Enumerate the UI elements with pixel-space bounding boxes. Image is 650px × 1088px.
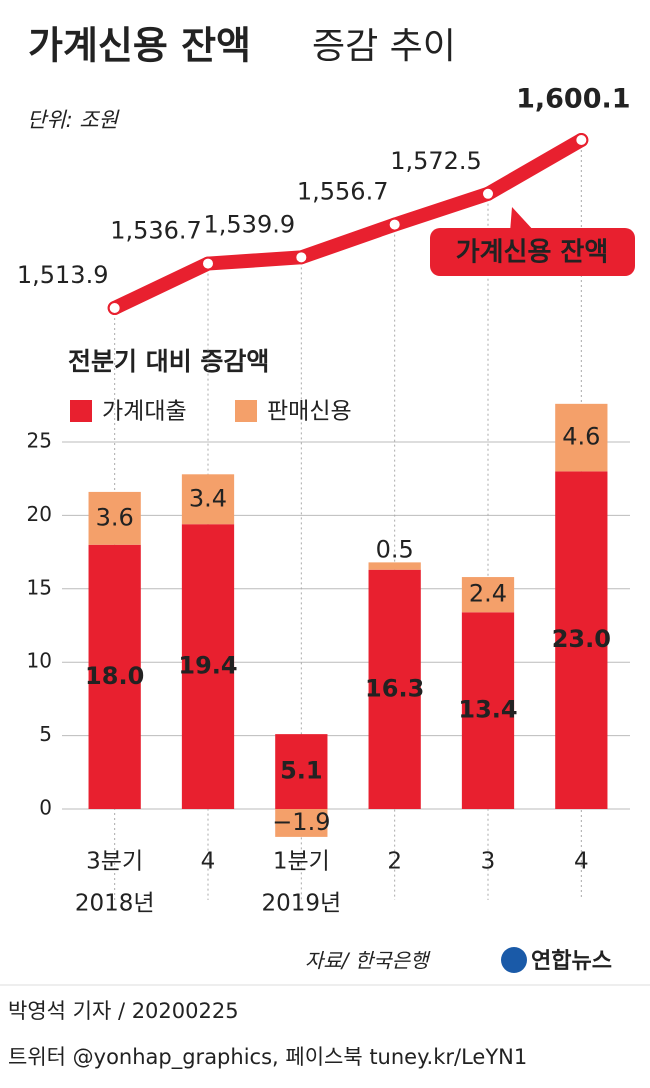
legend-label: 판매신용 [267,399,352,425]
x-tick-label: 4 [574,849,589,875]
callout-label: 가계신용 잔액 [456,238,609,268]
line-point [107,301,122,315]
y-tick-label: 10 [27,649,52,673]
x-tick-label: 2019년 [261,891,341,917]
value-label: 13.4 [458,696,517,724]
bar-segment [275,734,328,809]
x-tick-label: 3 [481,849,496,875]
bar-segment [368,562,421,570]
line-label: 1,539.9 [204,210,296,238]
bar-segment [555,471,608,809]
title-suffix: 증감 추이 [312,26,456,67]
bar-segment [88,491,141,545]
value-label: 3.4 [189,484,227,512]
value-label: 5.1 [280,757,323,785]
line-label: 1,600.1 [516,84,630,115]
bar-segment [461,612,515,809]
bar-segment [181,474,235,525]
bar-segment [181,524,235,809]
value-label: 19.4 [178,652,237,680]
logo: 연합뉴스 [531,948,612,974]
value-label: 23.0 [552,625,611,653]
title: 가계신용 잔액 [28,24,251,68]
line-label: 1,536.7 [110,217,202,245]
line-point [294,250,309,265]
bar-title: 전분기 대비 증감액 [68,347,269,376]
y-tick-label: 20 [27,502,52,526]
value-label: 4.6 [562,423,600,451]
x-tick-label: 2018년 [75,891,155,917]
line-label: 1,513.9 [17,261,109,289]
line-point [201,256,215,271]
bar-segment [461,577,515,613]
line-point [387,217,402,232]
value-label: 3.6 [96,503,134,531]
value-label: 2.4 [469,580,507,608]
y-tick-label: 0 [39,796,52,820]
callout-pointer [510,207,535,232]
bar-segment [555,403,608,472]
value-label: 18.0 [85,662,144,690]
byline: 박영석 기자 / 20200225 [8,999,239,1023]
line-point [574,133,589,147]
x-tick-label: 4 [201,849,216,875]
legend-label: 가계대출 [102,399,187,425]
value-label: 16.3 [365,674,424,702]
value-label: −1.9 [272,808,330,836]
x-tick-label: 2 [387,849,402,875]
logo-icon [501,947,527,973]
social: 트위터 @yonhap_graphics, 페이스북 tuney.kr/LeYN… [8,1045,527,1070]
legend-swatch [235,400,257,422]
x-tick-label: 3분기 [86,849,143,875]
line-point [481,186,495,201]
bar-segment [275,809,328,837]
balance-line [107,133,589,315]
y-tick-label: 5 [39,722,52,746]
callout-box [430,228,635,276]
source: 자료/ 한국은행 [305,949,431,973]
y-tick-label: 25 [27,429,52,453]
legend-swatch [70,400,92,422]
x-tick-label: 1분기 [273,849,330,875]
unit: 단위: 조원 [27,108,120,132]
y-tick-label: 15 [27,575,52,599]
bar-segment [368,569,421,809]
line-label: 1,572.5 [390,147,482,175]
bar-segment [88,544,141,809]
value-label: 0.5 [376,535,414,563]
line-label: 1,556.7 [297,178,389,206]
